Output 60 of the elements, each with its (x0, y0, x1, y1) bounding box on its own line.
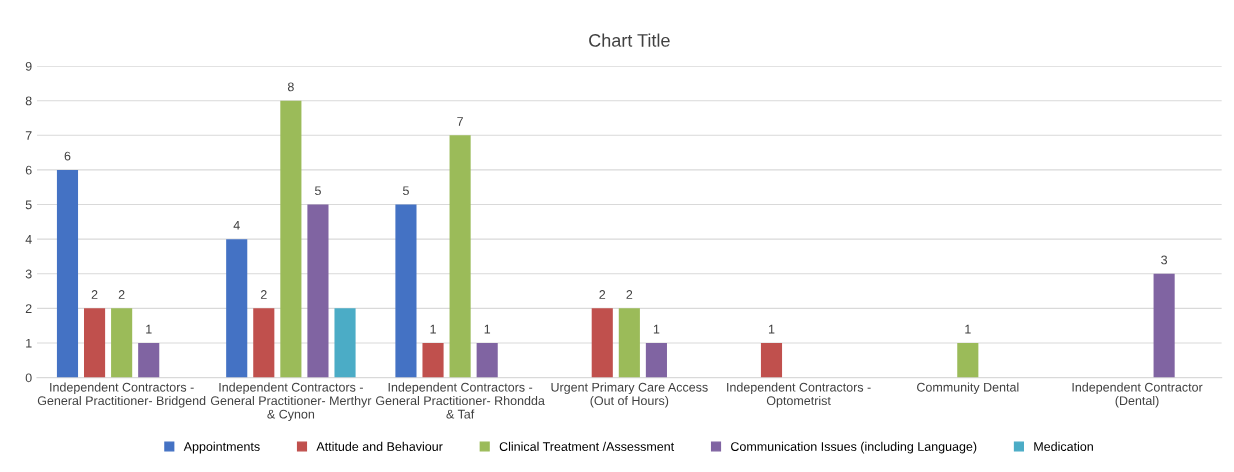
bar (56, 169, 79, 378)
y-tick-label: 7 (25, 131, 32, 140)
y-tick-label: 0 (25, 373, 32, 383)
x-tick-label: Independent Contractors - General Practitioner- Bridgend (37, 382, 206, 408)
y-tick-label: 1 (26, 338, 32, 348)
data-label: 1 (484, 324, 491, 334)
x-tick-label: Independent Contractors - General Practitioner- Merthyr & Cynon (210, 382, 372, 422)
bar (449, 135, 471, 378)
legend-label: Clinical Treatment /Assessment (499, 441, 675, 451)
bar (422, 342, 444, 378)
bar (957, 342, 979, 378)
bar (476, 342, 498, 378)
x-tick-label: Community Dental (917, 382, 1019, 395)
legend-label: Medication (1034, 441, 1093, 451)
x-tick-label: Independent Contractor (Dental) (1072, 382, 1203, 408)
data-label: 2 (260, 290, 267, 299)
bar (226, 239, 248, 378)
x-tick-label: Independent Contractors - General Practitioner- Rhondda & Taf (375, 382, 545, 419)
y-tick-label: 9 (25, 61, 32, 71)
data-label: 3 (1161, 255, 1168, 265)
bar (645, 342, 667, 378)
y-tick-label: 4 (25, 235, 32, 244)
data-label: 4 (233, 221, 240, 230)
chart-title: Chart Title (589, 33, 670, 47)
data-label: 2 (599, 290, 606, 299)
y-tick-label: 3 (25, 269, 32, 279)
y-tick-label: 8 (25, 96, 32, 106)
data-label: 2 (626, 290, 633, 299)
bar (307, 204, 329, 378)
data-label: 7 (457, 117, 463, 126)
x-tick-label: Urgent Primary Care Access (Out of Hours) (551, 382, 708, 408)
data-label: 1 (768, 324, 775, 334)
bar (618, 308, 640, 378)
data-label: 1 (965, 324, 971, 334)
bar (138, 342, 160, 378)
bar (280, 100, 302, 378)
bar (334, 308, 356, 378)
bar (591, 308, 613, 378)
data-label: 5 (314, 186, 321, 196)
x-tick-label: Independent Contractors - Optometrist (727, 382, 871, 408)
data-label: 2 (118, 290, 125, 299)
data-label: 1 (653, 324, 660, 334)
data-label: 1 (430, 324, 436, 334)
y-tick-label: 5 (25, 200, 32, 210)
data-label: 2 (91, 290, 98, 299)
bar (253, 308, 275, 378)
bar (760, 342, 783, 378)
legend-label: Attitude and Behaviour (316, 441, 443, 451)
data-label: 8 (287, 82, 294, 92)
legend-label: Communication Issues (including Language) (731, 441, 977, 454)
bar (84, 308, 106, 378)
data-label: 6 (64, 151, 71, 161)
bar (1153, 273, 1175, 378)
y-tick-label: 2 (25, 304, 32, 313)
y-tick-label: 6 (25, 165, 32, 175)
data-label: 1 (146, 324, 152, 334)
legend-label: Appointments (183, 441, 260, 454)
bar (395, 204, 417, 378)
bar (111, 308, 133, 378)
data-label: 5 (402, 186, 409, 196)
